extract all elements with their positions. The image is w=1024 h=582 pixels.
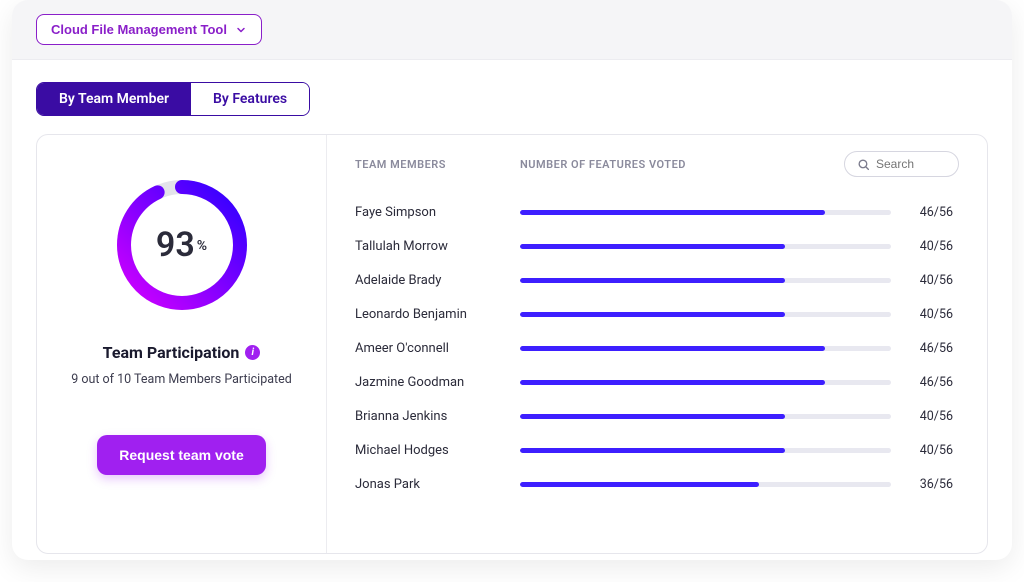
search-input[interactable] — [876, 157, 946, 171]
table-row: Ameer O'connell 46/56 — [355, 331, 959, 365]
bar-fill — [520, 278, 785, 283]
bar-track — [520, 278, 891, 283]
bar-track — [520, 380, 891, 385]
member-name: Michael Hodges — [355, 443, 520, 458]
bar-track — [520, 244, 891, 249]
table-row: Jazmine Goodman 46/56 — [355, 365, 959, 399]
bar-track — [520, 312, 891, 317]
table-row: Tallulah Morrow 40/56 — [355, 229, 959, 263]
member-name: Adelaide Brady — [355, 273, 520, 288]
votes-bar-cell: 36/56 — [520, 477, 959, 492]
votes-bar-cell: 46/56 — [520, 341, 959, 356]
percent-sign: % — [197, 238, 207, 254]
search-icon — [857, 158, 870, 171]
bar-track — [520, 482, 891, 487]
participation-title-row: Team Participation i — [103, 343, 261, 362]
member-name: Ameer O'connell — [355, 341, 520, 356]
bar-fill — [520, 312, 785, 317]
bar-fill — [520, 346, 825, 351]
bar-track — [520, 210, 891, 215]
votes-value: 40/56 — [905, 307, 953, 322]
bar-fill — [520, 482, 759, 487]
votes-value: 40/56 — [905, 443, 953, 458]
tabs-row: By Team Member By Features — [12, 60, 1012, 116]
tab-label: By Features — [213, 91, 287, 107]
table-row: Michael Hodges 40/56 — [355, 433, 959, 467]
bar-fill — [520, 210, 825, 215]
donut-center: 93% — [112, 175, 252, 315]
request-button-label: Request team vote — [119, 447, 243, 463]
tab-label: By Team Member — [59, 91, 169, 107]
tab-by-team-member[interactable]: By Team Member — [37, 83, 191, 115]
info-icon[interactable]: i — [245, 345, 260, 360]
bar-track — [520, 414, 891, 419]
votes-bar-cell: 40/56 — [520, 239, 959, 254]
participation-percent: 93 — [156, 225, 195, 265]
votes-value: 40/56 — [905, 239, 953, 254]
votes-value: 46/56 — [905, 341, 953, 356]
member-name: Jazmine Goodman — [355, 375, 520, 390]
votes-bar-cell: 40/56 — [520, 307, 959, 322]
view-tabs: By Team Member By Features — [36, 82, 310, 116]
main-card: 93% Team Participation i 9 out of 10 Tea… — [36, 134, 988, 554]
bar-fill — [520, 414, 785, 419]
votes-bar-cell: 40/56 — [520, 443, 959, 458]
project-dropdown-label: Cloud File Management Tool — [51, 22, 227, 37]
participation-donut: 93% — [112, 175, 252, 315]
votes-value: 40/56 — [905, 409, 953, 424]
participation-title: Team Participation — [103, 343, 240, 362]
bar-fill — [520, 380, 825, 385]
members-list[interactable]: Faye Simpson46/56Tallulah Morrow40/56Ade… — [327, 191, 987, 553]
participation-subtitle: 9 out of 10 Team Members Participated — [71, 372, 292, 387]
member-name: Faye Simpson — [355, 205, 520, 220]
table-row: Faye Simpson 46/56 — [355, 195, 959, 229]
votes-value: 46/56 — [905, 375, 953, 390]
member-name: Tallulah Morrow — [355, 239, 520, 254]
column-header-members: TEAM MEMBERS — [355, 158, 520, 171]
votes-bar-cell: 46/56 — [520, 205, 959, 220]
table-row: Leonardo Benjamin 40/56 — [355, 297, 959, 331]
table-row: Adelaide Brady 40/56 — [355, 263, 959, 297]
votes-bar-cell: 40/56 — [520, 273, 959, 288]
member-name: Brianna Jenkins — [355, 409, 520, 424]
votes-value: 46/56 — [905, 205, 953, 220]
project-dropdown[interactable]: Cloud File Management Tool — [36, 14, 262, 45]
header-bar: Cloud File Management Tool — [12, 0, 1012, 60]
votes-value: 40/56 — [905, 273, 953, 288]
table-header: TEAM MEMBERS NUMBER OF FEATURES VOTED — [327, 135, 987, 191]
table-row: Brianna Jenkins 40/56 — [355, 399, 959, 433]
bar-fill — [520, 448, 785, 453]
bar-fill — [520, 244, 785, 249]
table-row: Jonas Park 36/56 — [355, 467, 959, 501]
request-team-vote-button[interactable]: Request team vote — [97, 435, 265, 475]
chevron-down-icon — [235, 24, 247, 36]
participation-panel: 93% Team Participation i 9 out of 10 Tea… — [37, 135, 327, 553]
bar-track — [520, 346, 891, 351]
column-header-votes: NUMBER OF FEATURES VOTED — [520, 158, 844, 171]
members-panel: TEAM MEMBERS NUMBER OF FEATURES VOTED Fa… — [327, 135, 987, 553]
app-frame: Cloud File Management Tool By Team Membe… — [12, 0, 1012, 560]
member-name: Jonas Park — [355, 477, 520, 492]
member-name: Leonardo Benjamin — [355, 307, 520, 322]
search-box[interactable] — [844, 151, 959, 177]
bar-track — [520, 448, 891, 453]
votes-bar-cell: 40/56 — [520, 409, 959, 424]
tab-by-features[interactable]: By Features — [191, 83, 309, 115]
votes-bar-cell: 46/56 — [520, 375, 959, 390]
votes-value: 36/56 — [905, 477, 953, 492]
